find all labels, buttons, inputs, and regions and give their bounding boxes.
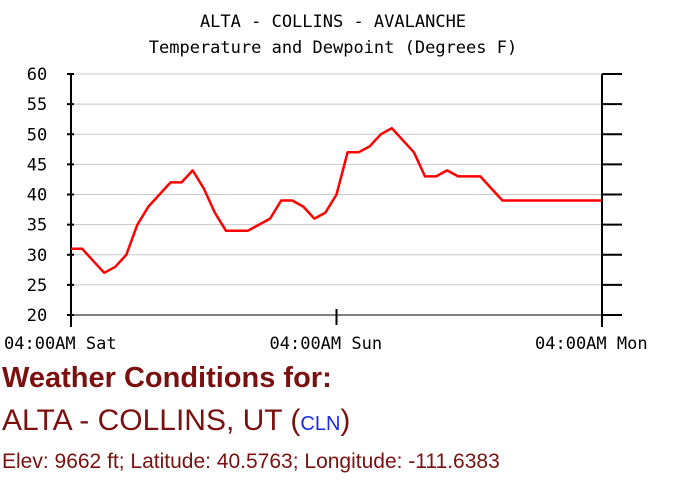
x-tick-label: 04:00AM Mon <box>535 334 648 354</box>
conditions-heading: Weather Conditions for: <box>2 362 332 394</box>
y-tick-label: 30 <box>27 246 47 266</box>
x-tick-labels: 04:00AM Sat 04:00AM Sun 04:00AM Mon <box>4 334 648 354</box>
station-title: ALTA - COLLINS, UT (CLN) <box>2 404 350 438</box>
y-tick-label: 55 <box>27 95 47 115</box>
y-tick-label: 40 <box>27 186 47 206</box>
y-tick-labels: 60 55 50 45 40 35 30 25 20 <box>27 65 47 326</box>
y-tick-label: 60 <box>27 65 47 85</box>
station-close: ) <box>340 404 351 437</box>
y-tick-label: 50 <box>27 125 47 145</box>
chart-subtitle: Temperature and Dewpoint (Degrees F) <box>149 38 517 58</box>
x-tick-label: 04:00AM Sun <box>270 334 383 354</box>
chart-title: ALTA - COLLINS - AVALANCHE <box>200 12 466 32</box>
y-tick-label: 25 <box>27 276 47 296</box>
x-tick-label: 04:00AM Sat <box>4 334 117 354</box>
y-tick-label: 20 <box>27 306 47 326</box>
y-tick-label: 35 <box>27 216 47 236</box>
series-lines <box>71 126 602 275</box>
station-name: ALTA - COLLINS, UT ( <box>2 404 301 437</box>
temperature-chart: ALTA - COLLINS - AVALANCHE Temperature a… <box>4 12 648 354</box>
station-location: Elev: 9662 ft; Latitude: 40.5763; Longit… <box>2 450 500 473</box>
temperature-line <box>71 126 602 275</box>
y-tick-label: 45 <box>27 155 47 175</box>
station-code-link[interactable]: CLN <box>300 413 341 435</box>
